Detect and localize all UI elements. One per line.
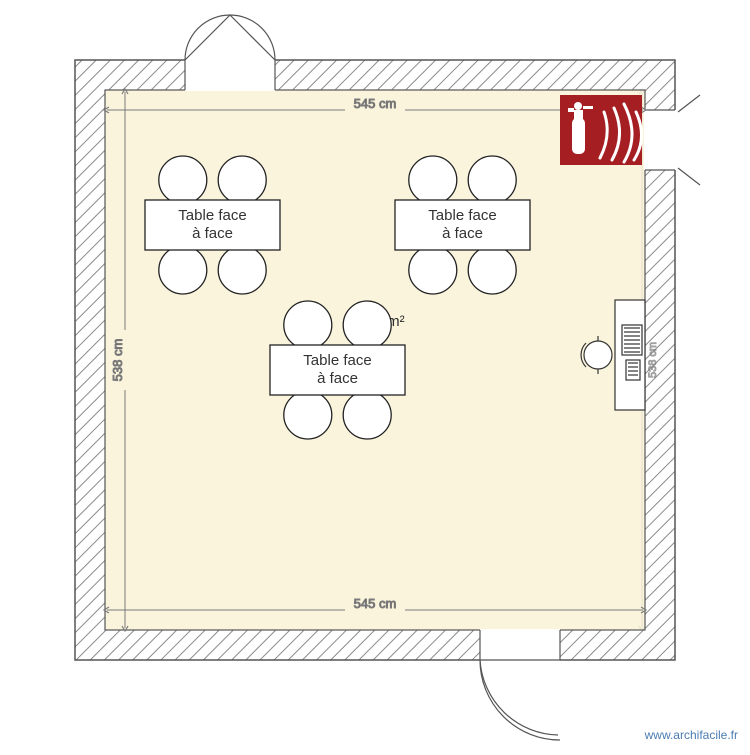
chair-icon — [284, 391, 332, 439]
chair-icon — [343, 301, 391, 349]
door-bottom-leaf — [480, 660, 558, 735]
chair-icon — [343, 391, 391, 439]
door-bottom-gap — [480, 629, 560, 661]
floorplan-svg: 545 cm 545 cm 538 cm 538 cm 29,29 m² Tab… — [0, 0, 750, 750]
chair-icon — [218, 246, 266, 294]
chair-icon — [468, 156, 516, 204]
dim-right-label: 538 cm — [647, 342, 659, 378]
door-right-gap — [644, 110, 676, 170]
table-label-line1: Table face — [178, 207, 246, 224]
floorplan-canvas: 545 cm 545 cm 538 cm 538 cm 29,29 m² Tab… — [0, 0, 750, 750]
chair-icon — [409, 246, 457, 294]
dim-bottom-label: 545 cm — [354, 596, 397, 611]
chair-icon — [159, 156, 207, 204]
table-label-line1: Table face — [303, 352, 371, 369]
door-top-gap — [185, 59, 275, 91]
chair-icon — [159, 246, 207, 294]
chair-icon — [468, 246, 516, 294]
table-label-line2: à face — [192, 225, 233, 242]
watermark-link[interactable]: www.archifacile.fr — [645, 728, 738, 742]
fire-extinguisher-sign — [560, 95, 642, 165]
dim-left-label: 538 cm — [110, 339, 125, 382]
dim-top-label: 545 cm — [354, 96, 397, 111]
chair-icon — [409, 156, 457, 204]
chair-icon — [218, 156, 266, 204]
table-label-line1: Table face — [428, 207, 496, 224]
chair-icon — [284, 301, 332, 349]
table-label-line2: à face — [442, 225, 483, 242]
table-label-line2: à face — [317, 370, 358, 387]
